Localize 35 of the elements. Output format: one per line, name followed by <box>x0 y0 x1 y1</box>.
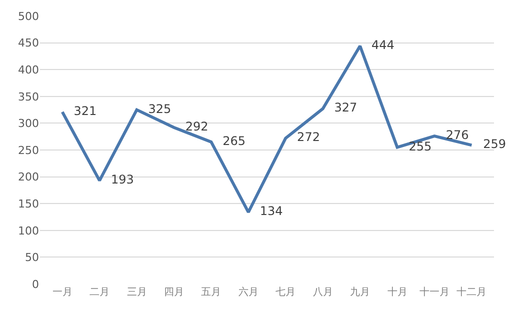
x-tick-label: 十二月 <box>456 286 487 298</box>
data-label: 193 <box>100 172 134 187</box>
x-tick-label: 九月 <box>350 286 370 298</box>
x-tick-label: 十月 <box>387 286 408 298</box>
x-tick-label: 五月 <box>201 287 222 298</box>
y-tick-label: 50 <box>25 251 39 264</box>
data-label: 321 <box>62 104 97 118</box>
y-tick-label: 150 <box>18 197 39 210</box>
data-label: 272 <box>286 130 320 144</box>
y-tick-label: 400 <box>18 63 39 76</box>
x-tick-label: 三月 <box>126 287 147 298</box>
x-tick-label: 二月 <box>90 287 110 298</box>
y-tick-label: 0 <box>32 278 39 291</box>
x-tick-label: 一月 <box>52 287 72 298</box>
data-label: 292 <box>174 119 208 134</box>
data-label: 259 <box>472 137 506 152</box>
y-tick-label: 100 <box>18 224 39 238</box>
y-tick-label: 350 <box>18 90 39 104</box>
data-label: 265 <box>211 134 246 148</box>
y-tick-label: 200 <box>18 170 39 184</box>
x-tick-label: 十一月 <box>419 286 450 298</box>
data-label: 325 <box>136 102 172 116</box>
data-label: 444 <box>360 38 394 52</box>
y-tick-label: 300 <box>18 117 39 130</box>
data-label: 134 <box>248 204 283 218</box>
data-label: 255 <box>397 139 432 154</box>
x-tick-label: 七月 <box>276 286 296 298</box>
y-tick-label: 500 <box>18 10 39 23</box>
x-tick-label: 八月 <box>312 287 333 298</box>
y-tick-label: 450 <box>18 36 39 50</box>
x-tick-label: 六月 <box>238 286 258 298</box>
data-label: 327 <box>322 100 358 115</box>
y-tick-label: 250 <box>18 144 39 157</box>
x-tick-label: 四月 <box>164 287 184 298</box>
data-label: 276 <box>434 128 469 142</box>
